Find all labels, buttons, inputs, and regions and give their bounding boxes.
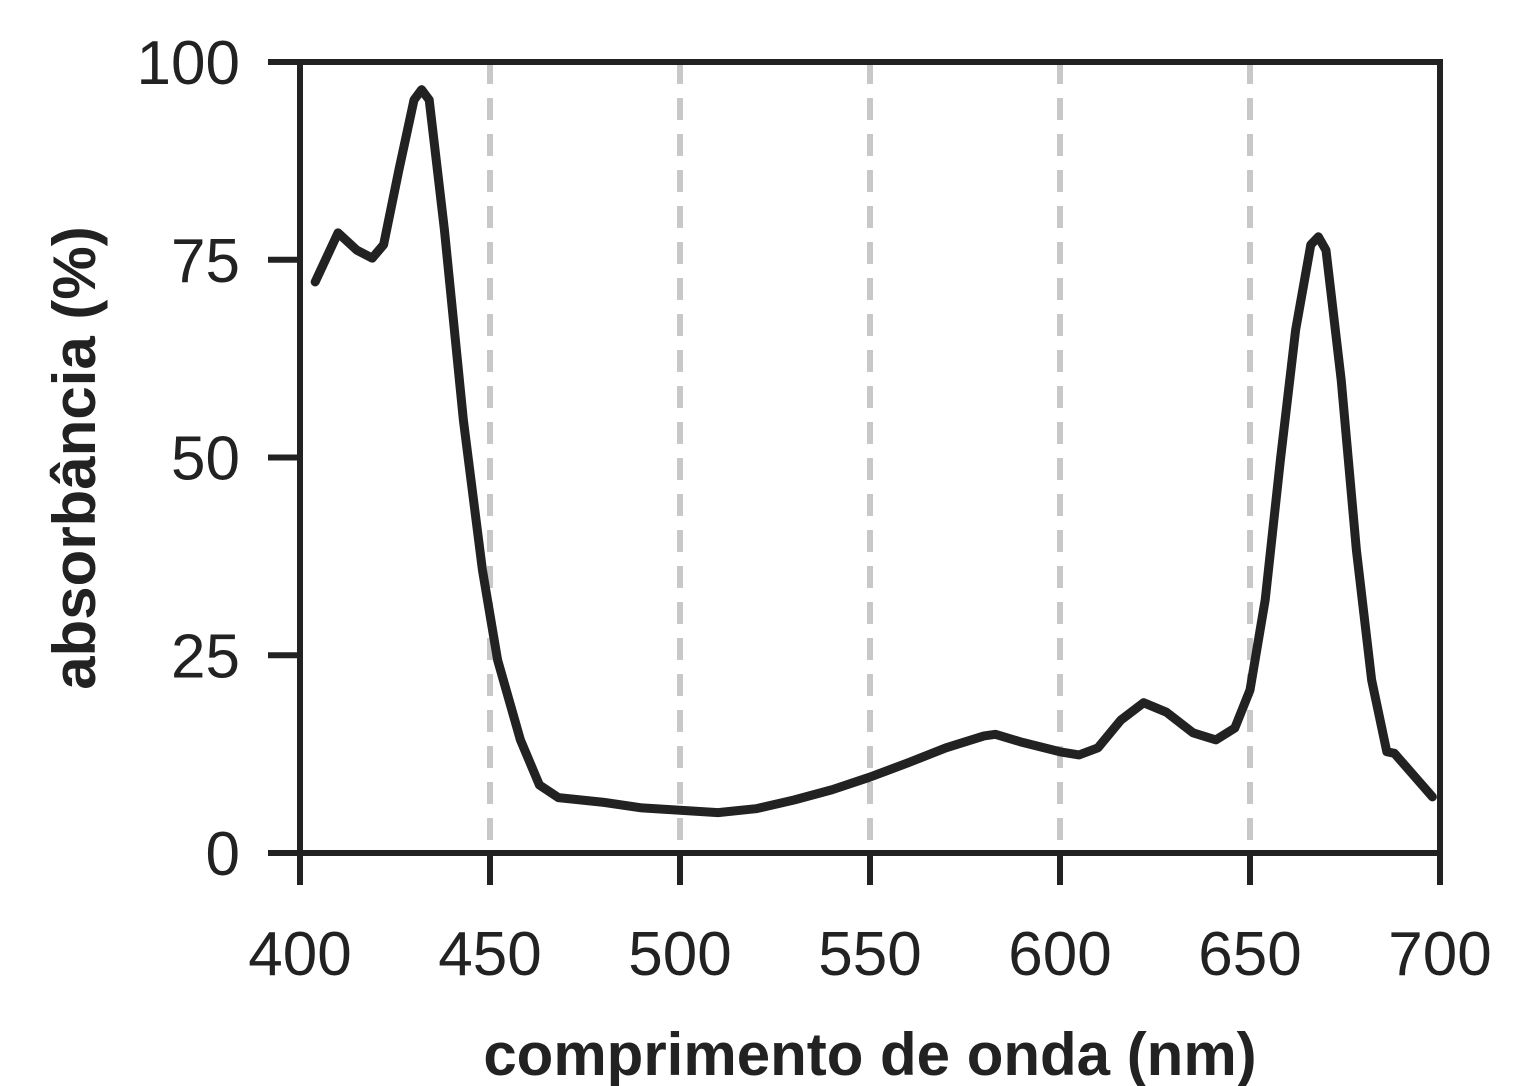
y-axis-label: absorbância (%): [41, 226, 108, 689]
x-tick-label: 450: [438, 920, 541, 989]
y-tick-label: 25: [171, 622, 240, 691]
x-tick-label: 400: [248, 920, 351, 989]
y-tick-label: 75: [171, 227, 240, 296]
x-tick-label: 700: [1388, 920, 1491, 989]
y-tick-label: 100: [137, 29, 240, 98]
y-tick-label: 50: [171, 425, 240, 494]
x-tick-label: 650: [1198, 920, 1301, 989]
x-axis-label: comprimento de onda (nm): [483, 1021, 1256, 1086]
y-tick-label: 0: [206, 820, 240, 889]
x-tick-label: 500: [628, 920, 731, 989]
x-tick-label: 550: [818, 920, 921, 989]
x-tick-label: 600: [1008, 920, 1111, 989]
plot-frame: [297, 59, 1443, 856]
line-series: [310, 85, 1437, 818]
